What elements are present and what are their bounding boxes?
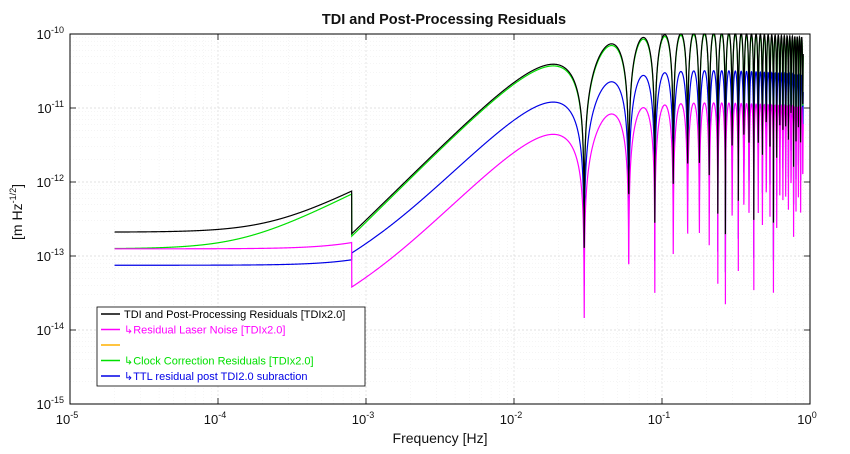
legend-box xyxy=(96,306,366,387)
x-tick-base: 10 xyxy=(204,412,218,427)
y-axis-label-exp: -1/2 xyxy=(8,188,18,204)
x-tick-label: 10-3 xyxy=(352,410,374,427)
x-tick-exp: -3 xyxy=(366,410,374,420)
x-tick-base: 10 xyxy=(797,412,811,427)
x-tick-exp: -5 xyxy=(70,410,78,420)
legend-label: ↳TTL residual post TDI2.0 subraction xyxy=(124,371,307,383)
y-tick-base: 10 xyxy=(37,397,51,412)
y-tick-base: 10 xyxy=(37,101,51,116)
series-line-1 xyxy=(114,102,804,319)
y-tick-label: 10-15 xyxy=(37,395,64,412)
axis-ticks: 10-5 10-4 10-3 10-2 10-1 10010-1510-1410-1310… xyxy=(37,25,817,427)
x-tick-label: 10-1 xyxy=(648,410,670,427)
y-tick-exp: -15 xyxy=(51,395,64,405)
x-tick-base: 10 xyxy=(352,412,366,427)
y-tick-label: 10-10 xyxy=(37,25,64,42)
x-axis-label: Frequency [Hz] xyxy=(393,430,488,446)
y-axis-label-main: [m Hz xyxy=(9,203,25,240)
x-tick-exp: -4 xyxy=(218,410,226,420)
y-tick-label: 10-14 xyxy=(37,321,64,338)
y-tick-exp: -13 xyxy=(51,247,64,257)
x-tick-exp: -1 xyxy=(662,410,670,420)
x-tick-exp: 0 xyxy=(812,410,817,420)
plot-frame xyxy=(69,33,811,405)
x-tick-label: 100 xyxy=(797,410,816,427)
y-tick-exp: -12 xyxy=(51,173,64,183)
y-axis-label: [m Hz-1/2] xyxy=(8,184,25,240)
y-tick-base: 10 xyxy=(37,249,51,264)
chart-title: TDI and Post-Processing Residuals xyxy=(322,12,566,28)
x-tick-base: 10 xyxy=(500,412,514,427)
x-tick-label: 10-4 xyxy=(204,410,226,427)
legend-label: ↳Residual Laser Noise [TDIx2.0] xyxy=(124,325,285,337)
legend-label: ↳Clock Correction Residuals [TDIx2.0] xyxy=(124,356,314,368)
y-tick-exp: -14 xyxy=(51,321,64,331)
y-axis-label-close: ] xyxy=(9,184,25,188)
legend-label: TDI and Post-Processing Residuals [TDIx2… xyxy=(124,309,345,321)
y-tick-base: 10 xyxy=(37,27,51,42)
y-tick-base: 10 xyxy=(37,175,51,190)
y-tick-label: 10-11 xyxy=(37,99,64,116)
x-tick-label: 10-5 xyxy=(56,410,78,427)
legend: TDI and Post-Processing Residuals [TDIx2… xyxy=(96,306,366,387)
y-tick-base: 10 xyxy=(37,323,51,338)
series-layer xyxy=(114,33,804,319)
x-tick-base: 10 xyxy=(648,412,662,427)
y-tick-label: 10-12 xyxy=(37,173,64,190)
x-tick-label: 10-2 xyxy=(500,410,522,427)
x-tick-exp: -2 xyxy=(514,410,522,420)
series-line-0 xyxy=(114,33,804,248)
y-tick-label: 10-13 xyxy=(37,247,64,264)
y-tick-exp: -10 xyxy=(51,25,64,35)
y-tick-exp: -11 xyxy=(52,99,64,109)
x-tick-base: 10 xyxy=(56,412,70,427)
